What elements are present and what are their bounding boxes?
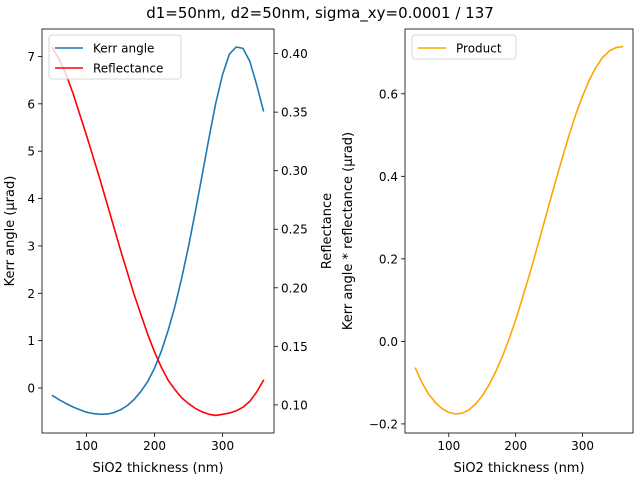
y-tick-label: 0.0 — [379, 335, 398, 349]
y-tick-label: 5 — [27, 145, 35, 159]
series-line-product — [414, 45, 624, 415]
y-tick-label: 7 — [27, 50, 35, 64]
right-y-axis-label: Reflectance — [320, 193, 335, 269]
y-tick-label: 6 — [27, 97, 35, 111]
right-y-tick-label: 0.15 — [281, 340, 308, 354]
y-tick-label: −0.2 — [369, 417, 398, 431]
x-tick-label: 200 — [143, 439, 166, 453]
legend-label: Product — [456, 42, 502, 56]
right-y-tick-label: 0.25 — [281, 223, 308, 237]
y-tick-label: 1 — [27, 334, 35, 348]
right-y-tick-label: 0.40 — [281, 47, 308, 61]
x-tick-label: 200 — [504, 439, 527, 453]
y-tick-label: 2 — [27, 287, 35, 301]
left-subplot: 100 200 300 0 1 2 3 4 5 6 7 0.10 0.15 0.20 0.25 0.30 0.3… — [3, 28, 335, 476]
legend-box — [411, 34, 517, 60]
y-tick-label: 4 — [27, 192, 35, 206]
right-y-tick-label: 0.30 — [281, 164, 308, 178]
y-tick-label: 0.6 — [379, 87, 398, 101]
x-tick-label: 100 — [75, 439, 98, 453]
series-line-reflectance — [51, 46, 265, 417]
y-tick-label: 0.2 — [379, 252, 398, 266]
figure-title: d1=50nm, d2=50nm, sigma_xy=0.0001 / 137 — [146, 4, 494, 23]
right-legend: Product — [411, 34, 517, 60]
legend-label: Kerr angle — [93, 42, 154, 56]
right-y-tick-label: 0.20 — [281, 281, 308, 295]
right-y-tick-label: 0.10 — [281, 398, 308, 412]
left-plot-frame — [41, 28, 275, 434]
y-tick-label: 0.4 — [379, 170, 398, 184]
y-tick-label: 0 — [27, 382, 35, 396]
x-tick-label: 300 — [571, 439, 594, 453]
left-x-axis-label: SiO2 thickness (nm) — [92, 461, 223, 476]
right-subplot: 100 200 300 −0.2 0.0 0.2 0.4 0.6 SiO2 thickness… — [341, 28, 634, 476]
product-y-axis-label: Kerr angle * reflectance (µrad) — [341, 132, 356, 330]
y-tick-label: 3 — [27, 239, 35, 253]
legend-label: Reflectance — [93, 62, 163, 76]
x-tick-label: 300 — [211, 439, 234, 453]
right-x-axis-label: SiO2 thickness (nm) — [453, 461, 584, 476]
right-plot-frame — [404, 28, 634, 434]
right-y-tick-label: 0.35 — [281, 106, 308, 120]
x-tick-label: 100 — [437, 439, 460, 453]
left-y-axis-label: Kerr angle (µrad) — [3, 176, 18, 287]
left-legend: Kerr angle Reflectance — [48, 34, 182, 80]
